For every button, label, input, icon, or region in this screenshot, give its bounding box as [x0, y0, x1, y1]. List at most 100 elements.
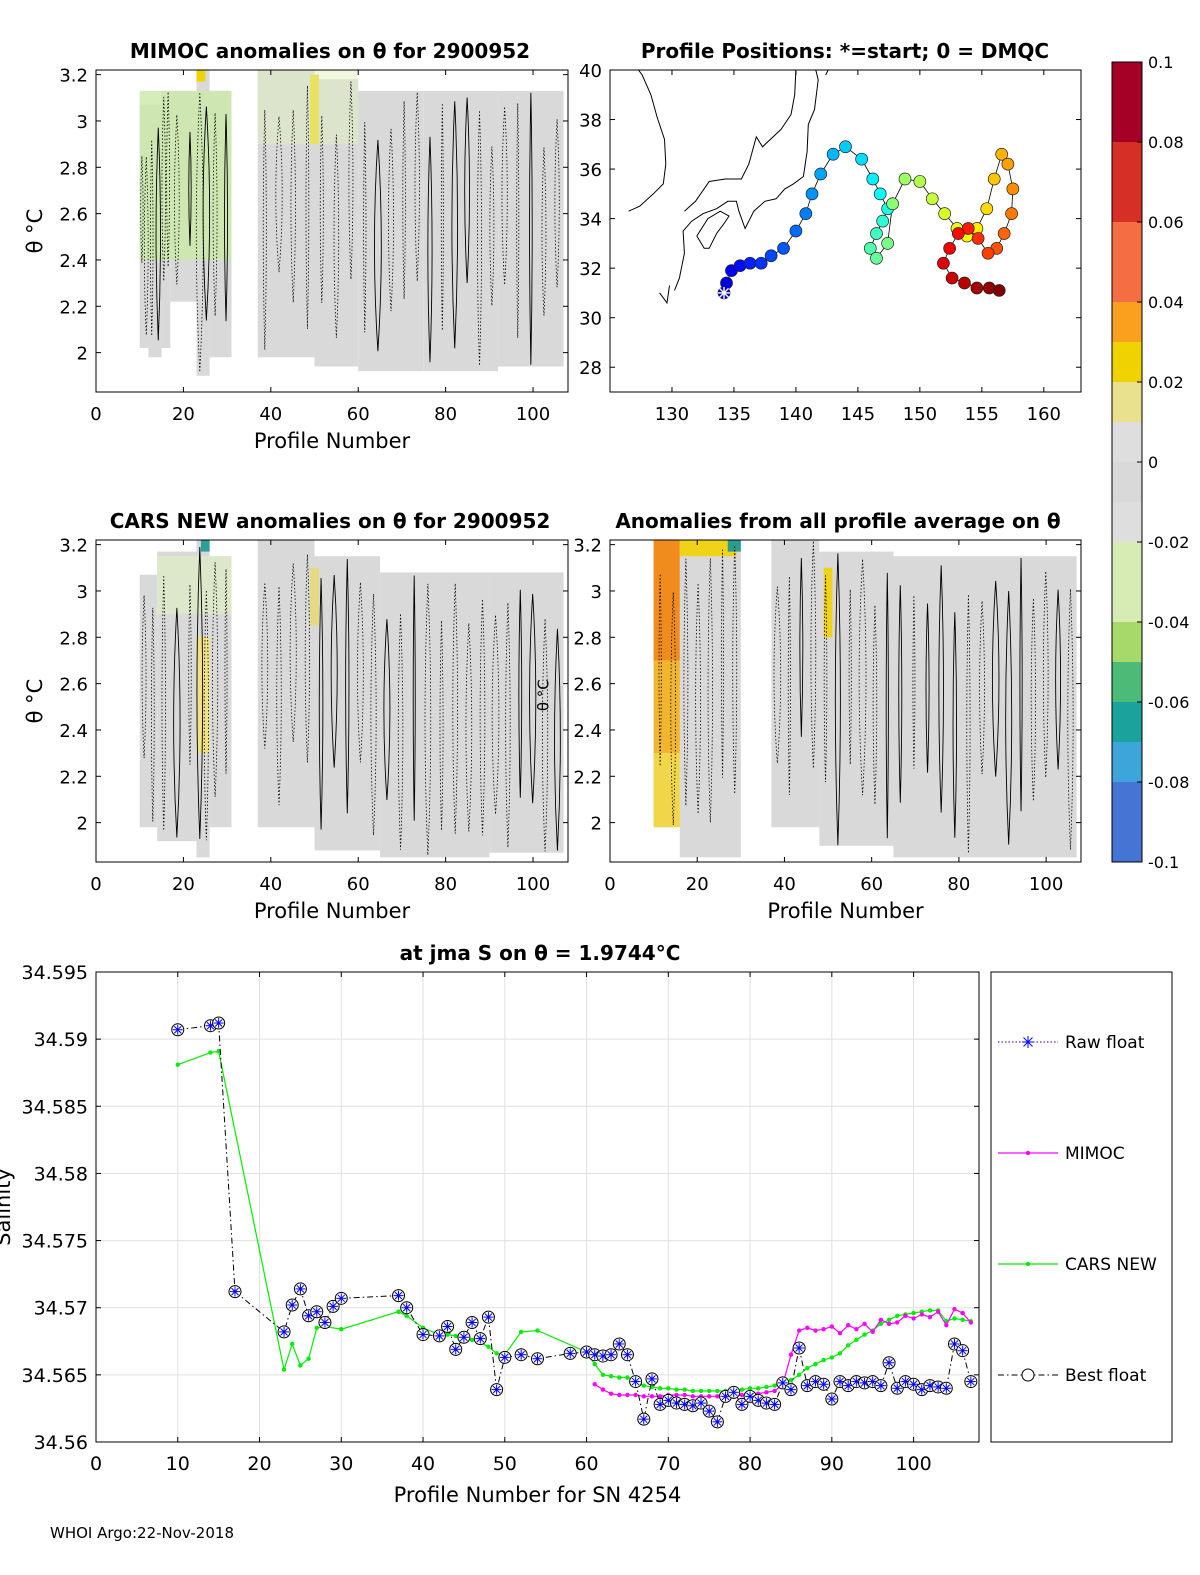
cars-new-point: [878, 1321, 884, 1327]
raw-float-star: [231, 1287, 239, 1296]
field-anomaly-patch: [653, 540, 680, 661]
raw-float-star: [312, 1307, 321, 1316]
best-float-point: [694, 1396, 708, 1410]
salinity-plot: Raw float MIMOC CARS NEW Best float: [95, 971, 1173, 1443]
colorbar-segment: [1112, 242, 1142, 263]
best-float-point: [702, 1404, 716, 1418]
raw-float-star: [214, 1019, 223, 1027]
cars-new-point: [805, 1365, 810, 1371]
mimoc-point: [829, 1324, 835, 1329]
raw-float-star: [321, 1318, 329, 1327]
best-float-point: [228, 1285, 242, 1299]
field-column: [1002, 556, 1077, 858]
mimoc-point: [706, 1394, 712, 1399]
x-tick-label: 20: [172, 404, 195, 425]
field-anomaly-patch: [653, 660, 680, 754]
contour-negative: [397, 614, 404, 850]
contour-positive: [991, 580, 1000, 777]
colorbar-segment: [1112, 842, 1142, 863]
contour-positive: [799, 558, 804, 737]
contour-negative: [195, 93, 204, 373]
raw-float-star: [852, 1377, 861, 1386]
axes-panel-1: 130 135 140 145 150 155 160 28 30 32 34 36 38 40 Profi…: [579, 39, 1082, 425]
profile-position-point: [1001, 157, 1015, 171]
raw-float-star: [435, 1332, 444, 1340]
x-tick-label: 60: [574, 1453, 598, 1475]
best-float-point: [277, 1325, 291, 1339]
contour-negative: [489, 146, 495, 306]
contour-negative: [212, 113, 218, 316]
field-panel-3: [653, 540, 1077, 858]
raw-float-star: [697, 1399, 705, 1407]
raw-float-star: [705, 1407, 714, 1415]
raw-float-star: [639, 1415, 648, 1424]
cars-new-point: [772, 1383, 777, 1388]
colorbar-segment: [1112, 422, 1142, 443]
cars-new-point: [796, 1372, 802, 1378]
best-float-point: [735, 1397, 749, 1411]
cars-new-point: [298, 1363, 303, 1368]
profile-position-map: [628, 70, 1020, 305]
best-float-point: [768, 1397, 782, 1411]
mimoc-point: [657, 1394, 663, 1399]
field-column: [380, 572, 490, 858]
raw-float-star: [468, 1318, 476, 1327]
profile-position-point: [720, 276, 733, 290]
field-panel-0: [139, 70, 564, 376]
profile-position-point: [799, 207, 813, 221]
raw-float-star: [942, 1384, 951, 1393]
mimoc-point: [633, 1392, 638, 1398]
mimoc-point: [862, 1321, 867, 1327]
raw-float-star: [811, 1377, 820, 1386]
legend-entry: Best float: [998, 1366, 1147, 1386]
colorbar-segment: [1112, 702, 1142, 723]
profile-position-point: [870, 251, 883, 265]
cars-new-point: [756, 1386, 761, 1391]
best-float-point: [514, 1348, 528, 1362]
profile-position-point: [1006, 182, 1020, 196]
contour-negative: [773, 586, 782, 764]
profile-position-point: [743, 256, 757, 270]
profile-position-point: [839, 140, 852, 154]
x-tick-label: 155: [965, 404, 999, 425]
legend: Raw float MIMOC CARS NEW Best float: [990, 971, 1173, 1443]
mimoc-point: [911, 1316, 916, 1321]
colorbar-segment: [1112, 682, 1142, 703]
field-anomaly-patch: [727, 540, 741, 552]
y-tick-label: 3.2: [59, 66, 88, 87]
profile-position-point: [814, 167, 828, 181]
contour-positive: [196, 546, 204, 839]
cars-new-point: [486, 1344, 491, 1349]
contour-negative: [290, 110, 296, 303]
cars-new-point: [453, 1333, 458, 1339]
contour-negative: [305, 85, 310, 329]
raw-float-star: [795, 1344, 803, 1352]
cars-new-point: [927, 1308, 933, 1313]
best-float-point: [604, 1348, 618, 1362]
axes-panel-0: 0 20 40 60 80 100 2 2.2 2.4 2.6 2.8 3 3.2 Profile Num…: [23, 39, 569, 453]
y-tick-label: 34: [579, 210, 602, 231]
chart-title: Anomalies from all profile average on θ: [615, 509, 1060, 533]
raw-float-star: [623, 1350, 632, 1359]
cars-new-point: [960, 1317, 965, 1323]
best-float-point: [416, 1328, 430, 1342]
legend-label: CARS NEW: [1065, 1255, 1157, 1275]
contour-negative: [203, 590, 209, 841]
y-axis-label: θ °C: [23, 209, 47, 254]
cars-new-point: [617, 1375, 622, 1380]
chart-title: CARS NEW anomalies on θ for 2900952: [110, 509, 551, 533]
raw-float-star: [582, 1348, 591, 1356]
contour-positive: [529, 92, 533, 365]
best-float-point: [490, 1383, 504, 1397]
x-tick-label: 60: [347, 404, 370, 425]
raw-float-star: [648, 1375, 656, 1383]
contour-negative: [161, 96, 166, 282]
y-tick-label: 2.6: [59, 205, 88, 226]
coastline: [825, 70, 829, 76]
contour-negative: [276, 587, 282, 806]
raw-float-star: [729, 1388, 738, 1397]
colorbar-segment: [1112, 562, 1142, 583]
y-tick-label: 2: [591, 814, 602, 835]
contour-negative: [707, 558, 713, 823]
cars-new-point: [854, 1337, 859, 1343]
